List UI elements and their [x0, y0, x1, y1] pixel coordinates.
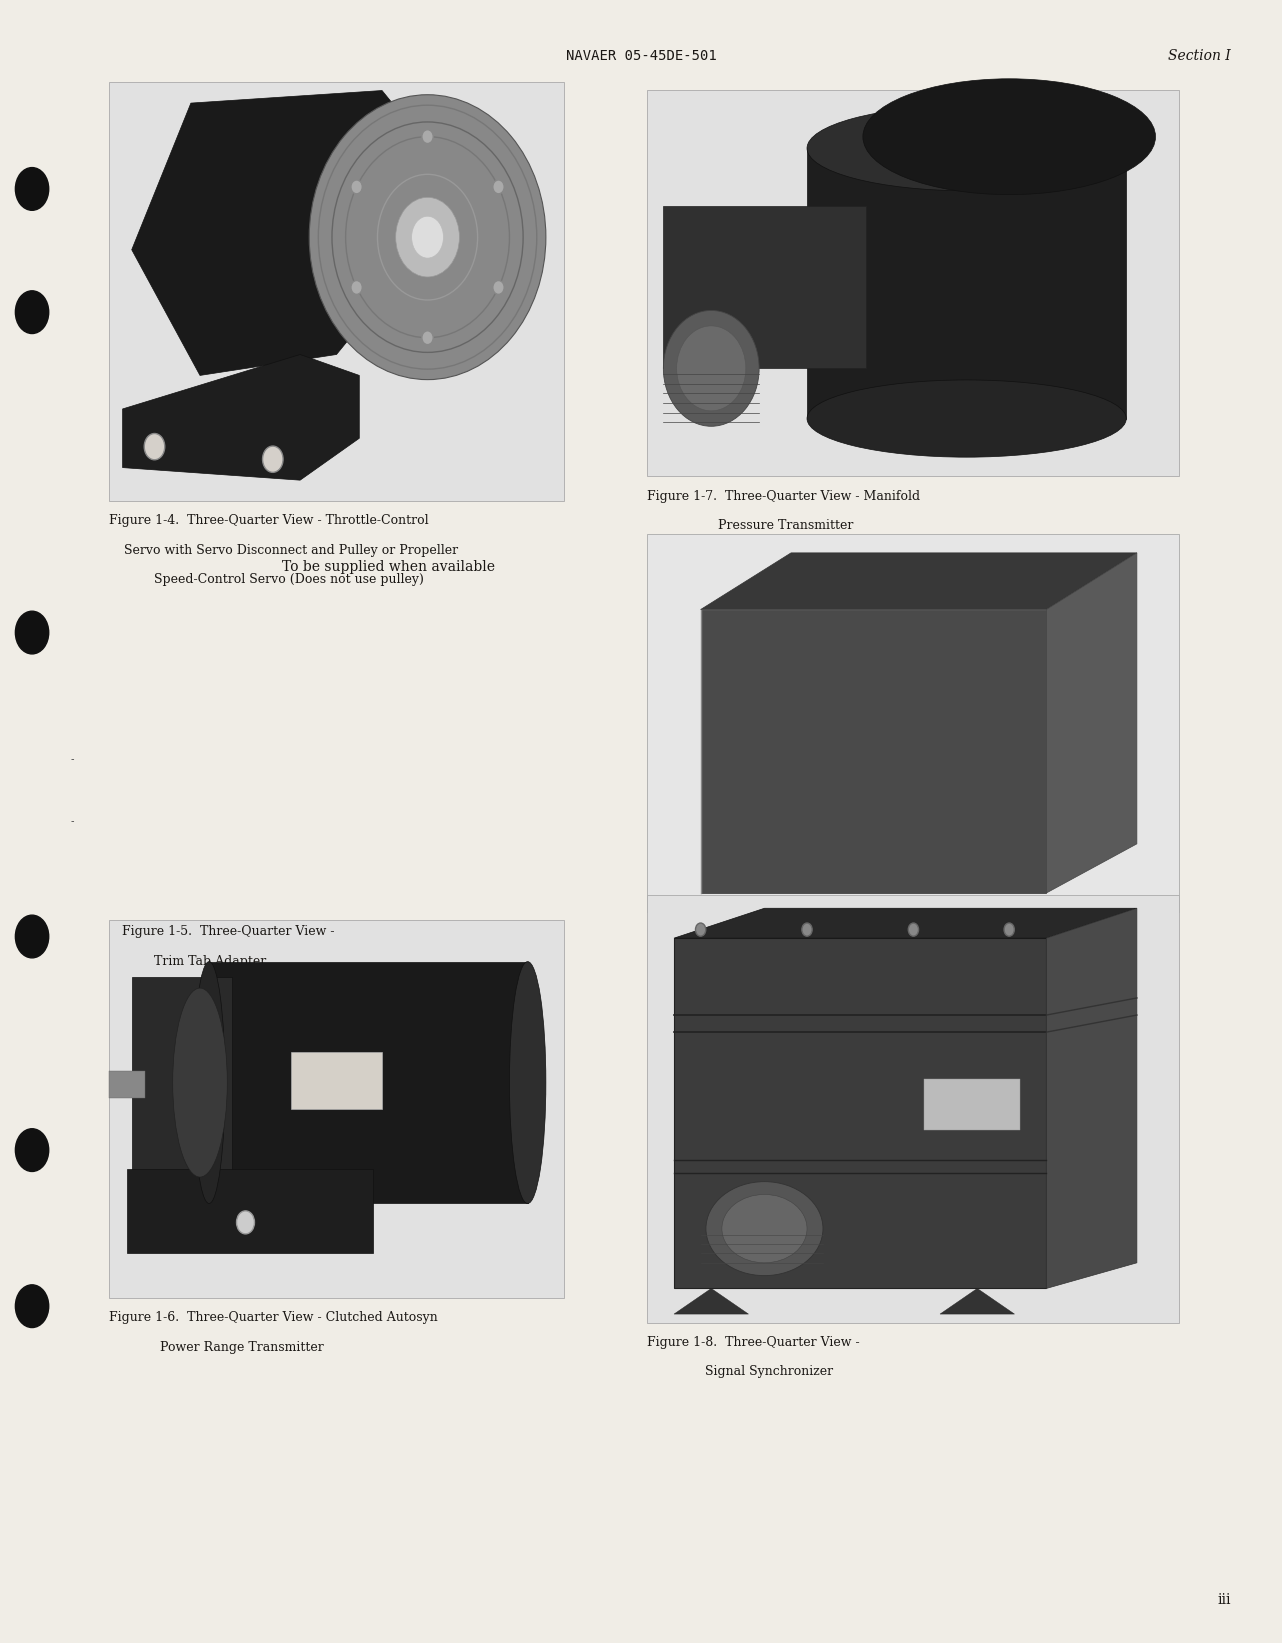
Text: To be supplied when available: To be supplied when available — [282, 560, 495, 573]
Bar — [674, 938, 1046, 1288]
Ellipse shape — [412, 217, 444, 258]
Ellipse shape — [194, 961, 226, 1203]
Bar — [924, 1079, 1020, 1130]
Bar — [647, 534, 1179, 912]
Ellipse shape — [492, 181, 504, 194]
Ellipse shape — [677, 325, 746, 411]
Text: Power Range Transmitter: Power Range Transmitter — [160, 1341, 324, 1354]
Bar — [663, 207, 865, 368]
Text: NAVAER 05-45DE-501: NAVAER 05-45DE-501 — [565, 49, 717, 64]
Ellipse shape — [351, 181, 363, 194]
Polygon shape — [1046, 909, 1137, 1288]
Circle shape — [15, 168, 49, 210]
Circle shape — [15, 291, 49, 334]
Bar — [109, 920, 564, 1298]
Circle shape — [1004, 923, 1014, 937]
Circle shape — [15, 611, 49, 654]
Bar — [109, 82, 564, 501]
Ellipse shape — [808, 380, 1127, 457]
Circle shape — [263, 447, 283, 473]
Text: -: - — [71, 754, 74, 764]
Bar — [647, 895, 1179, 1323]
Bar — [109, 1071, 145, 1098]
Ellipse shape — [173, 987, 227, 1176]
Text: Figure 1-4.  Three-Quarter View - Throttle-Control: Figure 1-4. Three-Quarter View - Throttl… — [109, 514, 428, 527]
Circle shape — [144, 434, 164, 460]
Bar — [647, 90, 1179, 476]
Ellipse shape — [663, 311, 759, 426]
Polygon shape — [700, 552, 1137, 610]
Text: Trim Tab Adapter: Trim Tab Adapter — [154, 955, 267, 968]
Ellipse shape — [722, 1194, 808, 1263]
Text: -: - — [71, 817, 74, 826]
Ellipse shape — [422, 330, 433, 345]
Text: Signal Synchronizer: Signal Synchronizer — [705, 1365, 833, 1378]
Text: Figure 1-5.  Three-Quarter View -: Figure 1-5. Three-Quarter View - — [122, 925, 335, 938]
Bar — [209, 961, 528, 1203]
Circle shape — [695, 923, 705, 937]
Polygon shape — [1046, 552, 1137, 894]
Ellipse shape — [351, 281, 363, 294]
Bar — [291, 1052, 382, 1109]
Polygon shape — [674, 909, 1137, 938]
Polygon shape — [123, 355, 359, 480]
Text: Speed-Control Servo (Does not use pulley): Speed-Control Servo (Does not use pulley… — [154, 573, 424, 587]
Text: Figure 1-6.  Three-Quarter View - Clutched Autosyn: Figure 1-6. Three-Quarter View - Clutche… — [109, 1311, 437, 1324]
Bar — [700, 610, 1046, 894]
Ellipse shape — [309, 95, 546, 380]
Text: Figure 1-8.  Three-Quarter View -: Figure 1-8. Three-Quarter View - — [647, 1336, 860, 1349]
Bar — [127, 1170, 373, 1252]
Text: Pressure Transmitter: Pressure Transmitter — [718, 519, 854, 532]
Ellipse shape — [706, 1181, 823, 1275]
Circle shape — [908, 923, 919, 937]
Polygon shape — [132, 90, 437, 376]
Circle shape — [237, 1211, 254, 1234]
Circle shape — [15, 1285, 49, 1328]
Circle shape — [801, 923, 813, 937]
Text: Servo with Servo Disconnect and Pulley or Propeller: Servo with Servo Disconnect and Pulley o… — [124, 544, 459, 557]
Text: Figure 1-7.  Three-Quarter View - Manifold: Figure 1-7. Three-Quarter View - Manifol… — [647, 490, 920, 503]
Polygon shape — [674, 1288, 749, 1314]
Bar — [808, 148, 1127, 419]
Text: iii: iii — [1217, 1592, 1231, 1607]
Ellipse shape — [509, 961, 546, 1203]
Ellipse shape — [808, 105, 1127, 191]
Text: Section I: Section I — [1168, 49, 1231, 64]
Circle shape — [15, 1129, 49, 1171]
Ellipse shape — [396, 197, 459, 278]
Circle shape — [15, 915, 49, 958]
Ellipse shape — [863, 79, 1155, 194]
Bar — [132, 976, 232, 1185]
Polygon shape — [940, 1288, 1014, 1314]
Ellipse shape — [422, 130, 433, 143]
Ellipse shape — [492, 281, 504, 294]
